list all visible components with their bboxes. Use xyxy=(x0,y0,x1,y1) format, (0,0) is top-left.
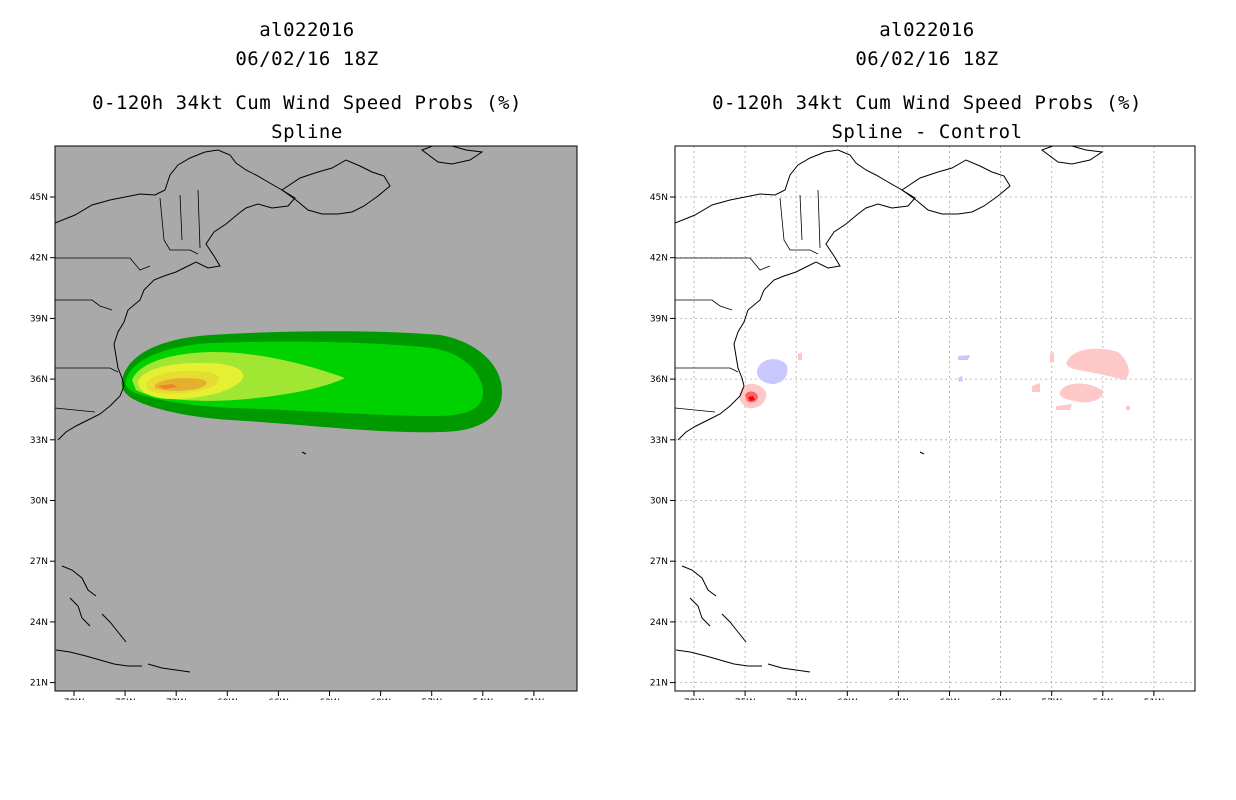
left-datetime: 06/02/16 18Z xyxy=(235,48,379,70)
right-map-frame xyxy=(674,145,1196,692)
right-state-borders xyxy=(675,189,821,413)
pos-diff-region-7 xyxy=(1032,383,1040,392)
pos-diff-region-4 xyxy=(1066,348,1129,380)
right-datetime: 06/02/16 18Z xyxy=(855,48,999,70)
pos-diff-region-9 xyxy=(1126,406,1130,410)
right-lon-axis: 78W 75W 72W 69W 66W 63W 60W 57W 54W 51W xyxy=(684,691,1164,700)
lon-label-72w: 72W xyxy=(786,698,806,700)
right-map-background xyxy=(675,146,1195,691)
right-lat-axis: 45N 42N 39N 36N 33N 30N 27N 24N 21N xyxy=(650,193,675,689)
lat-label-42n: 42N xyxy=(30,254,48,264)
left-coastlines xyxy=(55,146,484,673)
left-subtitle: Spline xyxy=(271,121,343,143)
left-state-borders xyxy=(55,189,201,413)
lat-label-33n: 33N xyxy=(30,436,48,446)
lon-label-78w: 78W xyxy=(684,698,704,700)
lon-label-75w: 75W xyxy=(115,698,135,700)
lat-label-36n: 36N xyxy=(30,375,48,385)
left-storm-id: al022016 xyxy=(259,19,355,41)
left-lon-axis: 78W 75W 72W 69W 66W 63W 60W 57W 54W 51W xyxy=(64,691,544,700)
lon-label-63w: 63W xyxy=(319,698,339,700)
lon-label-57w: 57W xyxy=(422,698,442,700)
lon-label-72w: 72W xyxy=(166,698,186,700)
left-map-frame xyxy=(54,145,578,692)
right-subtitle: Spline - Control xyxy=(831,121,1023,143)
pos-diff-region-6 xyxy=(1050,352,1054,362)
lon-label-51w: 51W xyxy=(524,698,544,700)
lon-label-69w: 69W xyxy=(837,698,857,700)
pos-diff-region-3 xyxy=(798,352,802,360)
lat-label-36n: 36N xyxy=(650,375,668,385)
prob-60-contour xyxy=(158,384,178,389)
lat-label-21n: 21N xyxy=(30,679,48,689)
lat-label-45n: 45N xyxy=(650,193,668,203)
lat-label-39n: 39N xyxy=(650,314,668,324)
left-probability-map: 45N 42N 39N 36N 33N 30N 27N 24N 21N 78W 75W 72W 69W… xyxy=(30,145,578,700)
lon-label-54w: 54W xyxy=(473,698,493,700)
lat-label-33n: 33N xyxy=(650,436,668,446)
lat-label-39n: 39N xyxy=(30,314,48,324)
lat-label-27n: 27N xyxy=(650,557,668,567)
difference-contours xyxy=(739,348,1130,410)
right-product-title: 0-120h 34kt Cum Wind Speed Probs (%) xyxy=(712,92,1142,114)
right-coastlines xyxy=(675,146,1104,673)
lat-label-30n: 30N xyxy=(30,497,48,507)
lat-label-24n: 24N xyxy=(30,618,48,628)
lon-label-51w: 51W xyxy=(1144,698,1164,700)
lat-label-45n: 45N xyxy=(30,193,48,203)
pos-diff-core xyxy=(748,396,755,401)
lon-label-75w: 75W xyxy=(735,698,755,700)
lat-label-27n: 27N xyxy=(30,557,48,567)
lon-label-66w: 66W xyxy=(888,698,908,700)
lon-label-57w: 57W xyxy=(1042,698,1062,700)
neg-diff-small-1 xyxy=(958,355,970,360)
lat-label-21n: 21N xyxy=(650,679,668,689)
lon-label-78w: 78W xyxy=(64,698,84,700)
right-storm-id: al022016 xyxy=(879,19,975,41)
lat-label-24n: 24N xyxy=(650,618,668,628)
lon-label-60w: 60W xyxy=(990,698,1010,700)
neg-diff-small-2 xyxy=(958,376,963,382)
lon-label-54w: 54W xyxy=(1093,698,1113,700)
pos-diff-region-5 xyxy=(1059,383,1103,403)
pos-diff-region-8 xyxy=(1056,404,1072,410)
lat-label-30n: 30N xyxy=(650,497,668,507)
lon-label-69w: 69W xyxy=(217,698,237,700)
neg-diff-region xyxy=(756,359,788,384)
right-gridlines xyxy=(675,146,1195,691)
lon-label-60w: 60W xyxy=(370,698,390,700)
lat-label-42n: 42N xyxy=(650,254,668,264)
left-product-title: 0-120h 34kt Cum Wind Speed Probs (%) xyxy=(92,92,522,114)
lon-label-66w: 66W xyxy=(268,698,288,700)
lon-label-63w: 63W xyxy=(939,698,959,700)
left-lat-axis: 45N 42N 39N 36N 33N 30N 27N 24N 21N xyxy=(30,193,55,689)
right-difference-map: 45N 42N 39N 36N 33N 30N 27N 24N 21N 78W 75W 72W 69W… xyxy=(650,145,1196,700)
